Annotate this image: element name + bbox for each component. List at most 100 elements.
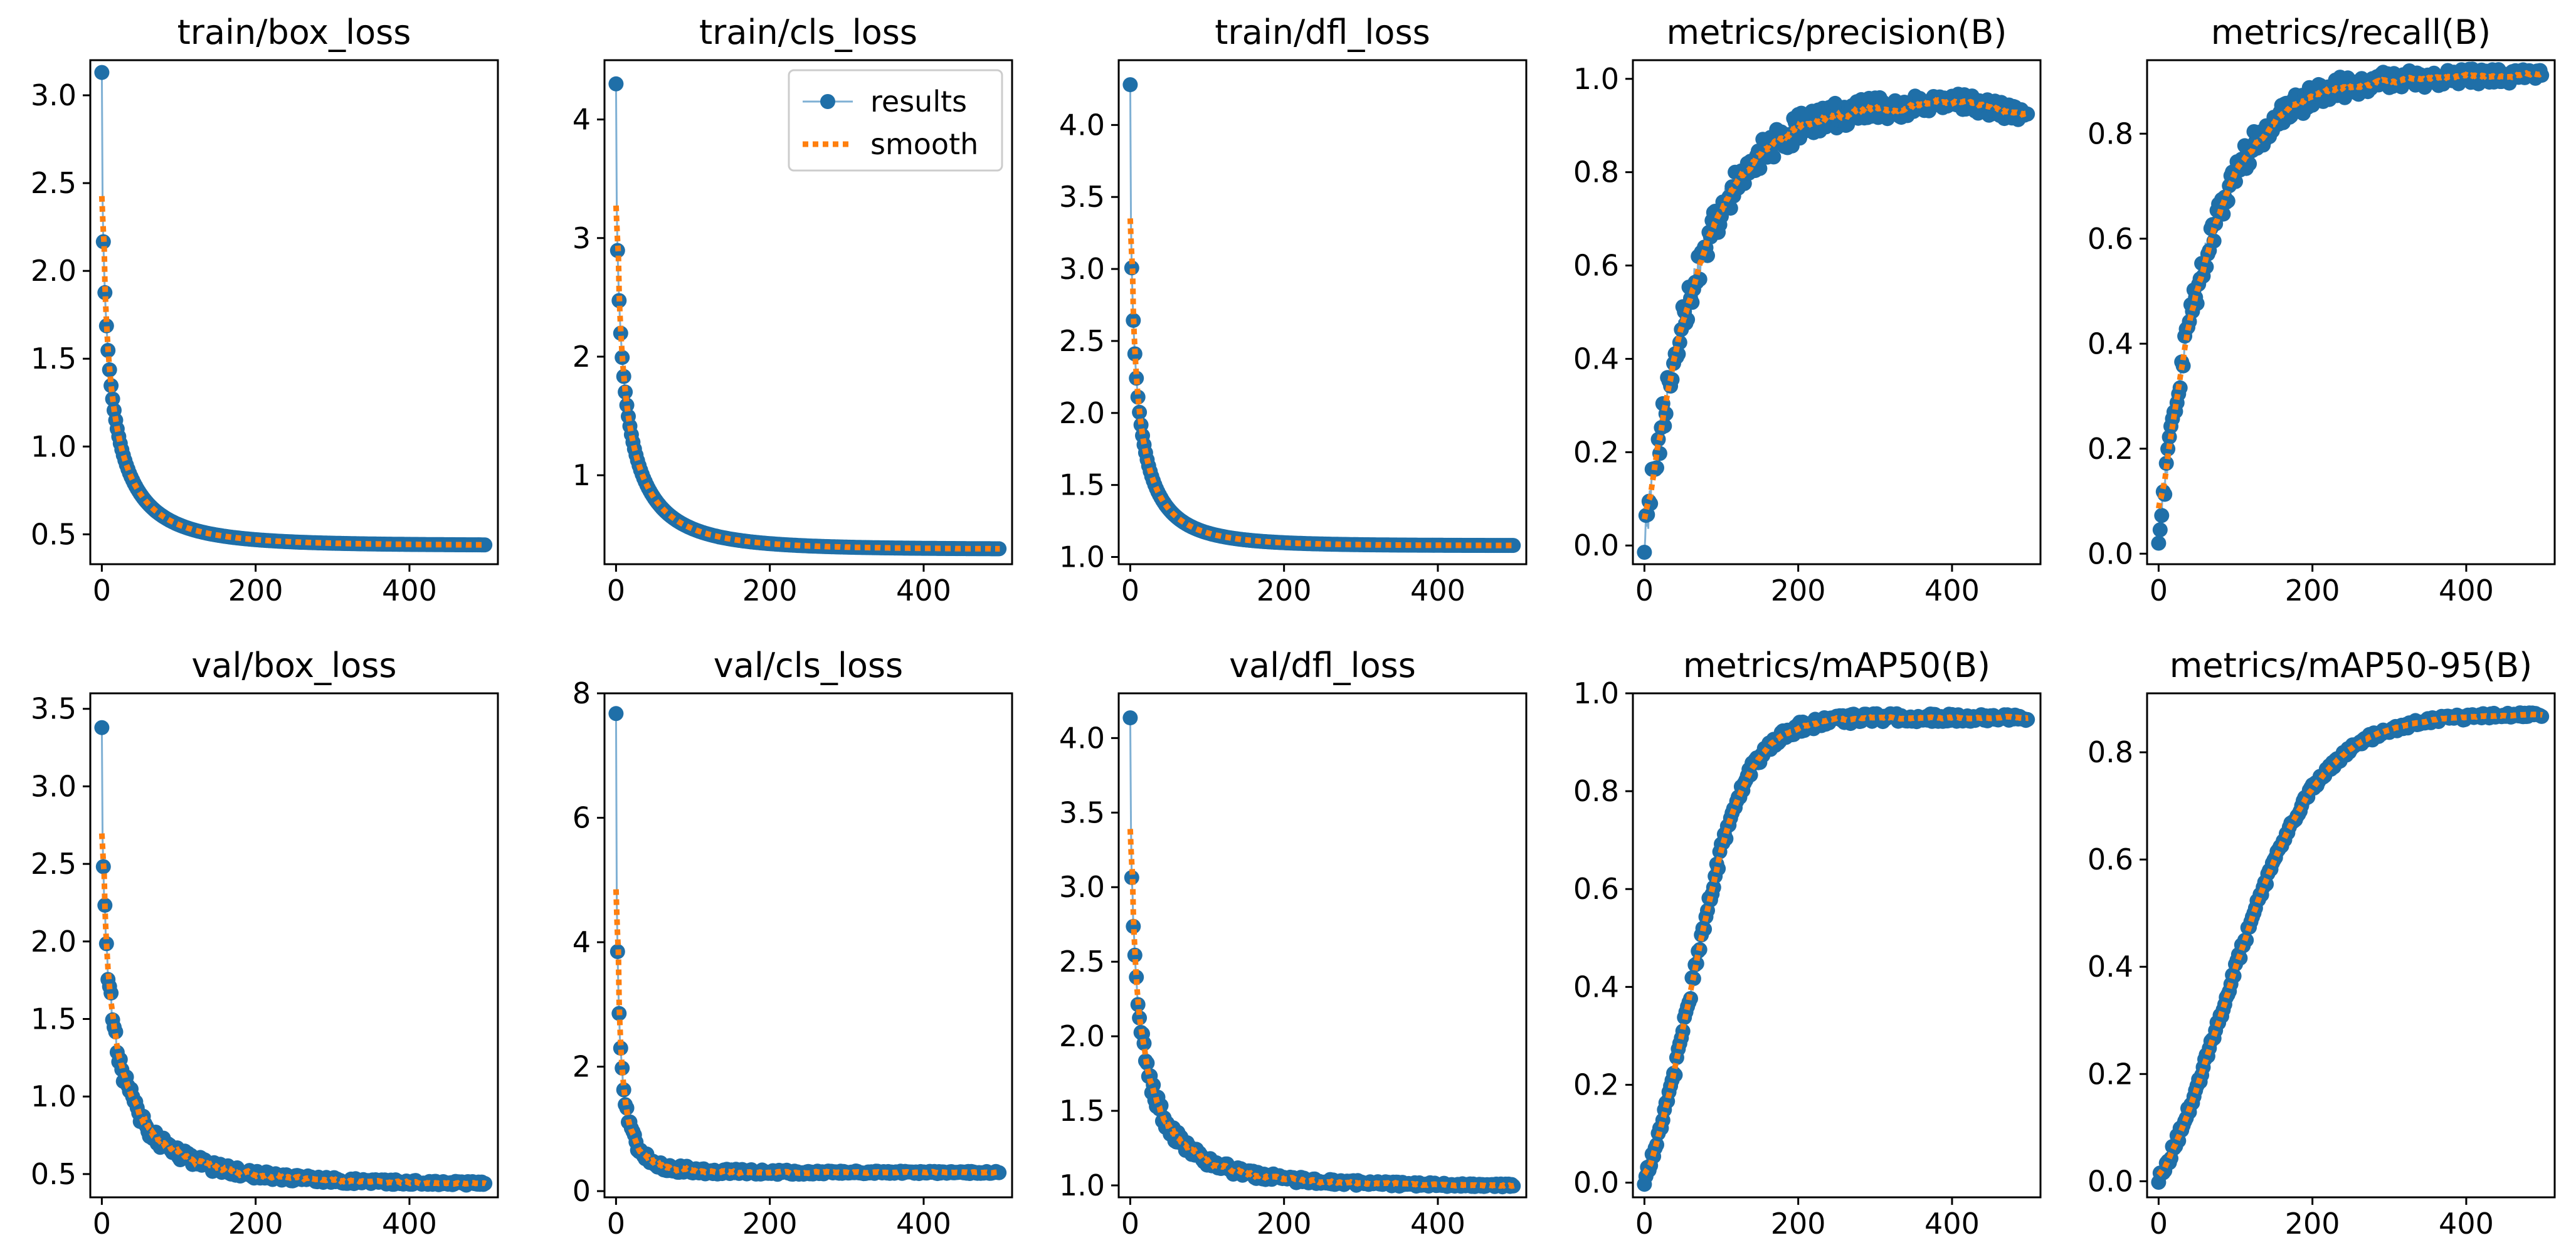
smooth-line <box>1127 218 1514 549</box>
y-tick-label: 0.4 <box>2088 327 2133 360</box>
subplot-1: train/box_loss 0 200 400 0.5 1.0 1.5 2.0 2.5 3.0 <box>31 13 499 607</box>
results-point <box>2154 508 2170 523</box>
y-tick-label: 3.5 <box>1059 180 1105 214</box>
results-point <box>1122 710 1138 726</box>
y-tick-label: 8 <box>573 676 591 710</box>
y-tick-label: 2 <box>573 1050 591 1084</box>
x-tick-label: 400 <box>1410 1207 1465 1241</box>
y-tick-label: 0.8 <box>1573 774 1619 808</box>
y-tick-label: 2.5 <box>1059 945 1105 979</box>
results-point <box>613 325 628 341</box>
y-tick-label: 0.0 <box>2088 1164 2133 1198</box>
smooth-line <box>1642 713 2029 1176</box>
x-tick-label: 0 <box>1121 574 1139 607</box>
y-tick-label: 3.0 <box>31 769 77 803</box>
results-point <box>97 285 113 300</box>
y-tick-label: 2.0 <box>31 925 77 958</box>
y-tick-label: 1.0 <box>31 1079 77 1113</box>
subplot-title: metrics/mAP50(B) <box>1683 646 1990 685</box>
subplot-6: val/box_loss 0 200 400 0.5 1.0 1.5 2.0 2.5 3.0 3.5 <box>31 646 499 1241</box>
y-tick-label: 4 <box>573 925 591 959</box>
results-point <box>1766 149 1782 165</box>
axes-frame <box>1632 59 2042 565</box>
y-tick-label: 2.5 <box>31 166 77 200</box>
smooth-line <box>613 205 1000 552</box>
x-tick-label: 200 <box>1257 1207 1312 1241</box>
y-tick-label: 3.0 <box>31 78 77 112</box>
y-tick-label: 2.0 <box>31 254 77 288</box>
subplot-8: val/dfl_loss 0 200 400 1.0 1.5 2.0 2.5 3.0 3.5 4.0 <box>1059 646 1528 1241</box>
y-tick-label: 0.4 <box>1573 970 1619 1004</box>
axes-frame <box>1117 59 1528 565</box>
y-tick-label: 3.0 <box>1059 870 1105 904</box>
x-tick-label: 0 <box>607 574 625 607</box>
subplot-title: val/box_loss <box>191 646 396 685</box>
y-tick-label: 1.5 <box>1059 1094 1105 1128</box>
results-point <box>608 76 624 92</box>
x-tick-label: 200 <box>1257 574 1312 607</box>
results-series <box>94 65 493 553</box>
x-tick-label: 200 <box>1771 574 1826 607</box>
y-tick-label: 0.8 <box>2088 735 2133 769</box>
results-point <box>2534 68 2550 83</box>
x-tick-label: 0 <box>607 1207 625 1241</box>
x-tick-label: 400 <box>382 574 437 607</box>
results-series <box>1122 77 1521 554</box>
x-tick-label: 0 <box>1121 1207 1139 1241</box>
results-point <box>98 318 114 333</box>
results-point <box>1124 869 1139 885</box>
y-tick-label: 1.5 <box>1059 468 1105 502</box>
results-point <box>613 1041 628 1056</box>
y-tick-label: 3 <box>573 221 591 255</box>
results-point <box>2206 233 2222 249</box>
results-point <box>1129 370 1144 386</box>
x-tick-label: 200 <box>742 574 798 607</box>
subplot-title: train/cls_loss <box>699 13 917 52</box>
results-point <box>1122 77 1138 93</box>
x-tick-label: 200 <box>228 574 283 607</box>
y-tick-label: 0.0 <box>1573 528 1619 562</box>
x-tick-label: 400 <box>896 1207 951 1241</box>
axes-frame <box>603 59 1013 565</box>
results-point <box>2152 522 2168 538</box>
y-tick-label: 4.0 <box>1059 108 1105 142</box>
subplot-9: metrics/mAP50(B) 0 200 400 0.0 0.2 0.4 0.6 0.8 1.… <box>1573 646 2042 1241</box>
y-tick-label: 1.5 <box>31 342 77 375</box>
axes-frame <box>603 692 1013 1199</box>
x-tick-label: 200 <box>1771 1207 1826 1241</box>
y-tick-label: 0.6 <box>2088 843 2133 876</box>
x-tick-label: 0 <box>2150 574 2168 607</box>
smooth-line <box>613 889 1001 1177</box>
results-point <box>618 384 633 400</box>
y-tick-label: 2.0 <box>1059 396 1105 430</box>
legend-results-marker <box>820 94 835 109</box>
results-point <box>1127 947 1143 963</box>
subplot-3: train/dfl_loss 0 200 400 1.0 1.5 2.0 2.5 3.0 3.5 4… <box>1059 13 1528 607</box>
y-tick-label: 0.6 <box>2088 222 2133 256</box>
subplot-title: val/cls_loss <box>714 646 903 685</box>
legend-results-label: results <box>870 85 967 118</box>
x-tick-label: 0 <box>1635 1207 1654 1241</box>
y-tick-label: 0.2 <box>1573 435 1619 469</box>
results-point <box>2020 106 2035 122</box>
y-tick-label: 1.0 <box>31 429 77 463</box>
y-tick-label: 0.5 <box>31 517 77 551</box>
y-tick-label: 1.0 <box>1059 1168 1105 1202</box>
subplot-title: train/dfl_loss <box>1215 13 1430 52</box>
results-point <box>94 65 110 80</box>
legend-smooth-label: smooth <box>870 127 978 161</box>
y-tick-label: 3.5 <box>1059 796 1105 829</box>
x-tick-label: 400 <box>2439 574 2494 607</box>
y-tick-label: 2.5 <box>31 847 77 881</box>
y-tick-label: 0.2 <box>1573 1068 1619 1101</box>
axes-frame <box>1117 692 1528 1199</box>
results-point <box>1680 312 1696 327</box>
smooth-line <box>1127 829 1515 1189</box>
results-point <box>1752 160 1768 176</box>
subplot-title: val/dfl_loss <box>1229 646 1416 685</box>
y-tick-label: 0 <box>573 1174 591 1208</box>
results-point <box>94 720 110 735</box>
subplot-10: metrics/mAP50-95(B) 0 200 400 0.0 0.2 0.4 0.6 0.… <box>2088 646 2556 1241</box>
